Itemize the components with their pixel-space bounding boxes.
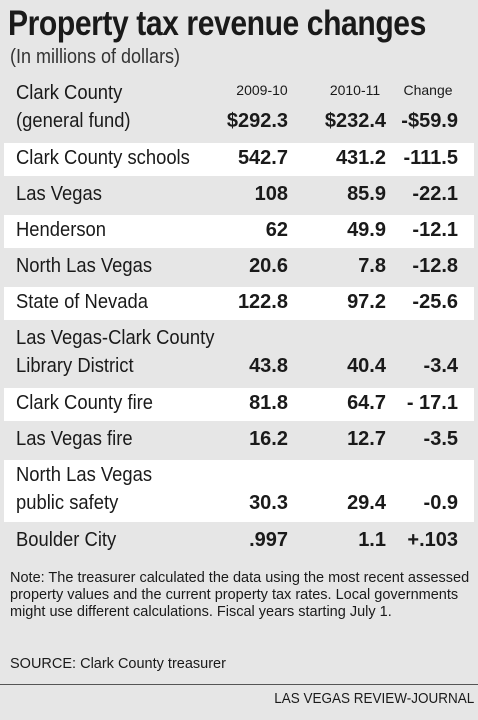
cell-value: 1.1 (358, 529, 386, 551)
cell-value: 108 (254, 183, 288, 205)
cell-value: -0.9 (423, 492, 458, 514)
cell-value: -25.6 (412, 291, 458, 313)
note: Note: The treasurer calculated the data … (10, 570, 470, 620)
table-row: Clark County schools 542.7 431.2 -111.5 (4, 143, 474, 176)
table-row: State of Nevada 122.8 97.2 -25.6 (4, 287, 474, 320)
cell-value: -$59.9 (401, 110, 458, 132)
cell-value: 85.9 (347, 183, 386, 205)
cell-value: 20.6 (249, 255, 288, 277)
cell-value: $292.3 (226, 110, 288, 132)
cell-value: -12.8 (412, 255, 458, 277)
cell-value: 30.3 (249, 492, 288, 514)
cell-value: 542.7 (237, 147, 288, 169)
source: SOURCE: Clark County treasurer (10, 656, 226, 672)
row-label: public safety (16, 492, 119, 514)
table-row: Clark County (general fund) $292.3 $232.4 -$… (4, 78, 474, 140)
cell-value: 16.2 (249, 428, 288, 450)
table-row: Clark County fire 81.8 64.7 - 17.1 (4, 388, 474, 421)
table-row: Las Vegas 108 85.9 -22.1 (4, 179, 474, 212)
cell-value: -12.1 (412, 219, 458, 241)
row-label: Las Vegas-Clark County (16, 327, 215, 349)
cell-value: -22.1 (412, 183, 458, 205)
cell-value: -3.5 (423, 428, 458, 450)
cell-value: 81.8 (249, 392, 288, 414)
row-label: Clark County schools (16, 147, 190, 169)
table-row: Boulder City .997 1.1 +.103 (4, 525, 474, 558)
divider (0, 684, 478, 685)
cell-value: 431.2 (335, 147, 386, 169)
column-header: 2009-10 (236, 82, 288, 98)
row-label: North Las Vegas (16, 464, 153, 486)
cell-value: -3.4 (423, 355, 458, 377)
table-row: North Las Vegas public safety 30.3 29.4 -0.9 (4, 460, 474, 522)
cell-value: $232.4 (324, 110, 386, 132)
row-label: Henderson (16, 219, 107, 241)
column-header: Change (403, 82, 453, 98)
row-label: Boulder City (16, 529, 117, 551)
column-header: 2010-11 (329, 82, 381, 98)
row-label: State of Nevada (16, 291, 148, 313)
table-row: Henderson 62 49.9 -12.1 (4, 215, 474, 248)
cell-value: 62 (265, 219, 288, 241)
cell-value: +.103 (407, 529, 458, 551)
cell-value: 97.2 (347, 291, 386, 313)
cell-value: 43.8 (249, 355, 288, 377)
cell-value: - 17.1 (406, 392, 458, 414)
cell-value: 7.8 (358, 255, 386, 277)
cell-value: 29.4 (347, 492, 386, 514)
cell-value: 64.7 (347, 392, 386, 414)
row-label: North Las Vegas (16, 255, 153, 277)
row-label: Clark County (16, 82, 123, 104)
cell-value: .997 (249, 529, 288, 551)
cell-value: -111.5 (403, 147, 458, 169)
cell-value: 49.9 (347, 219, 386, 241)
title: Property tax revenue changes (8, 4, 426, 43)
cell-value: 122.8 (237, 291, 288, 313)
table-row: North Las Vegas 20.6 7.8 -12.8 (4, 251, 474, 284)
cell-value: 40.4 (347, 355, 386, 377)
row-label: Library District (16, 355, 134, 377)
table-row: Las Vegas-Clark County Library District 43… (4, 323, 474, 385)
row-label: (general fund) (16, 110, 131, 132)
row-label: Clark County fire (16, 392, 154, 414)
row-label: Las Vegas fire (16, 428, 133, 450)
credit: LAS VEGAS REVIEW-JOURNAL (273, 690, 474, 707)
cell-value: 12.7 (347, 428, 386, 450)
subtitle: (In millions of dollars) (10, 46, 181, 68)
row-label: Las Vegas (16, 183, 102, 205)
table-row: Las Vegas fire 16.2 12.7 -3.5 (4, 424, 474, 457)
